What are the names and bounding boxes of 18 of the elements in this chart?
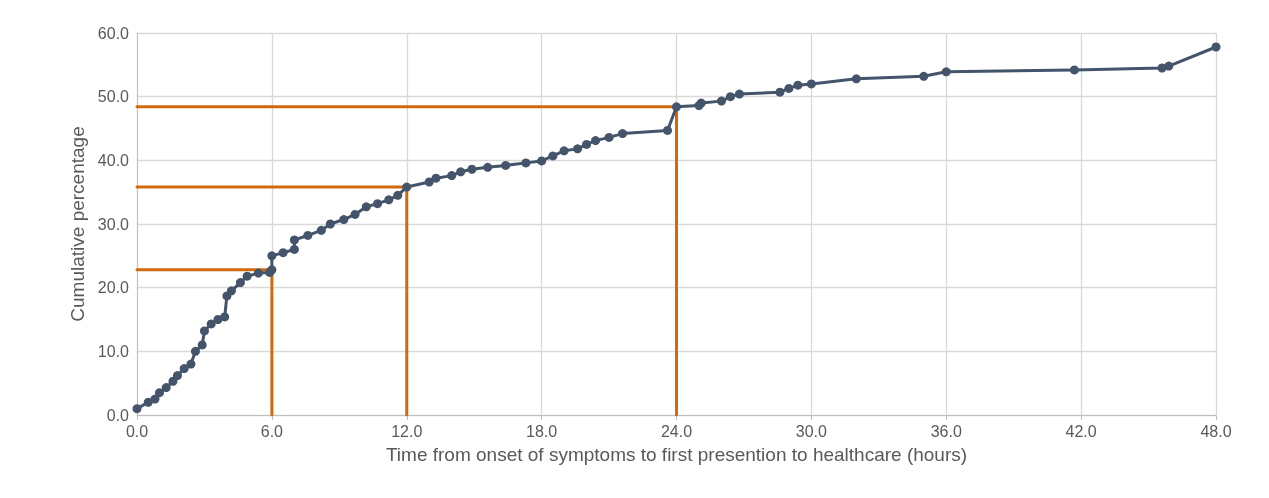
y-tick-label: 10.0 [97,342,130,360]
x-tick-label: 18.0 [526,422,558,440]
y-tick-label: 40.0 [97,151,130,169]
x-tick-label: 30.0 [795,422,828,440]
y-tick-label: 20.0 [97,279,130,297]
y-axis-title: Cumulative percentage [66,126,88,322]
y-tick-label: 30.0 [97,215,130,233]
y-tick-label: 60.0 [97,24,130,42]
x-tick-label: 48.0 [1200,422,1232,440]
x-axis-title: Time from onset of symptoms to first presention to healthcare (hours) [385,444,968,465]
x-tick-label: 6.0 [260,422,284,440]
x-tick-label: 42.0 [1065,422,1097,440]
x-tick-label: 24.0 [660,422,693,440]
x-tick-label: 0.0 [125,422,149,440]
x-tick-label: 12.0 [391,422,423,440]
y-tick-label: 50.0 [97,88,130,106]
x-tick-label: 36.0 [930,422,962,440]
y-tick-label: 0.0 [106,406,130,424]
